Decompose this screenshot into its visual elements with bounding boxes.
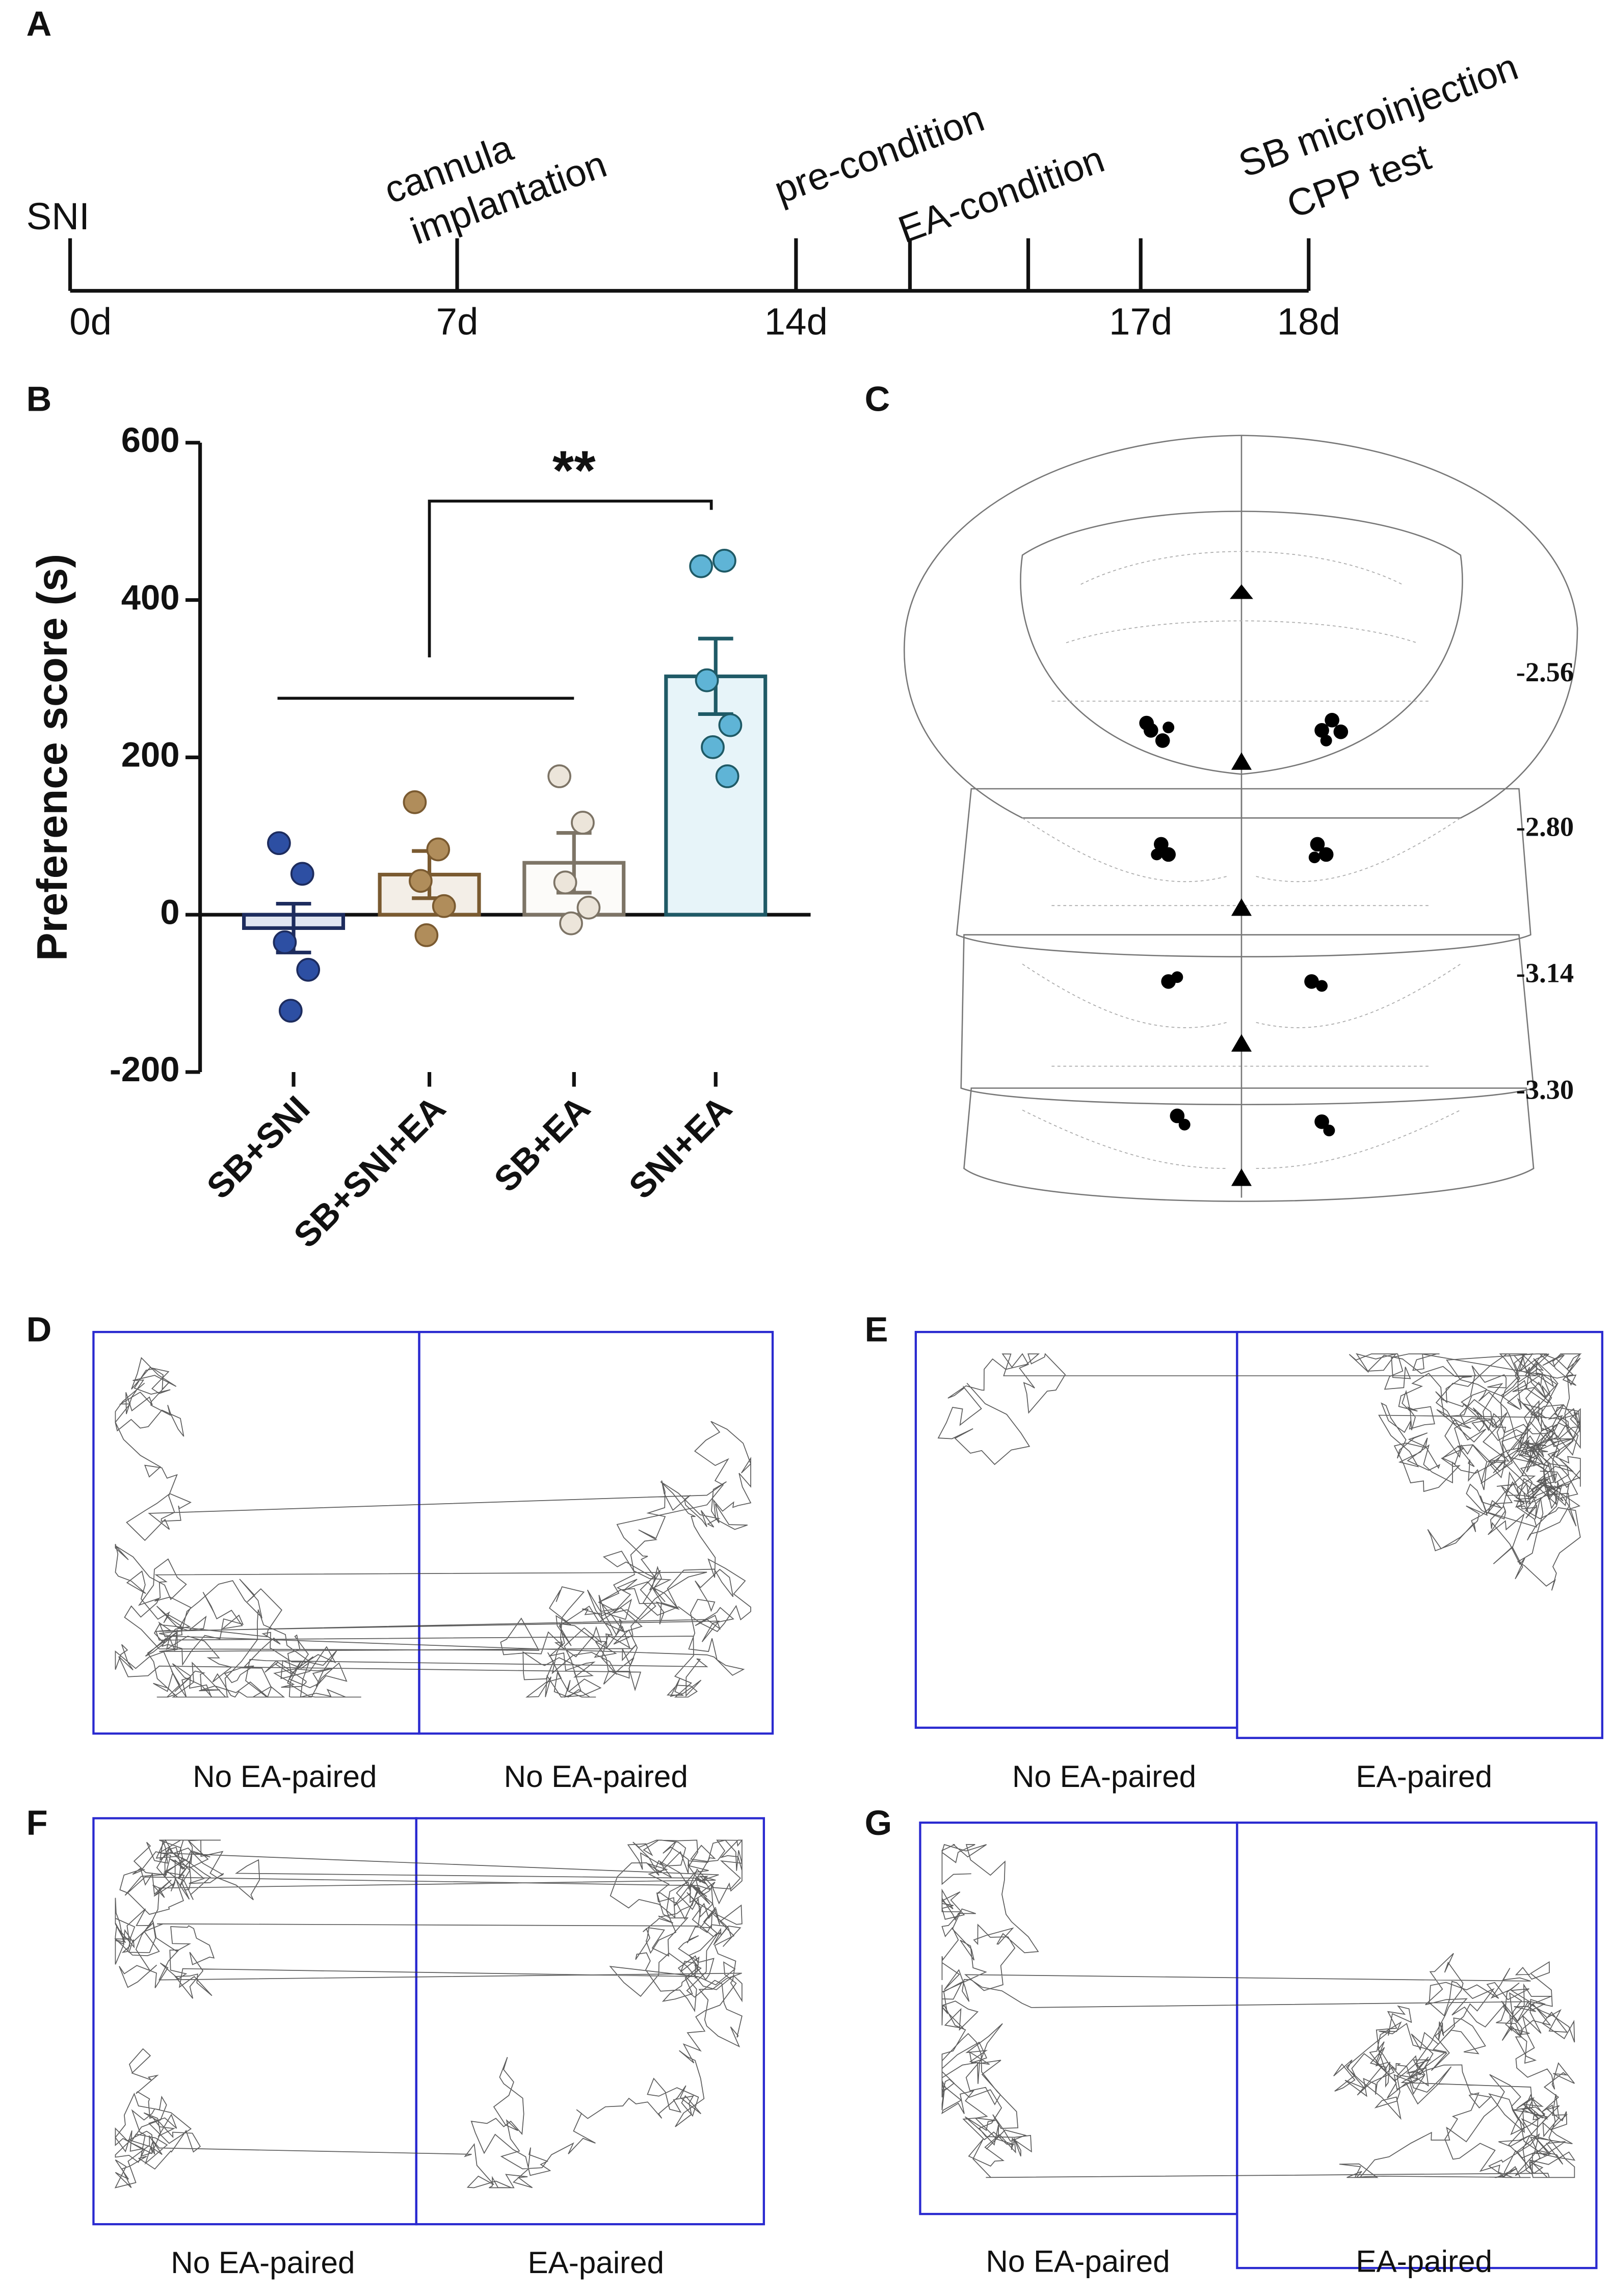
timeline-tick-label: 18d <box>1277 300 1340 342</box>
data-point <box>547 764 571 788</box>
chamber-label: No EA-paired <box>193 1759 377 1794</box>
atlas-level: -3.14 <box>1516 957 1574 988</box>
data-point <box>426 837 451 862</box>
chamber <box>1236 1821 1598 2270</box>
chamber-label: No EA-paired <box>504 1759 688 1794</box>
data-point <box>689 554 713 578</box>
panel-label: G <box>865 1803 892 1843</box>
data-point <box>296 957 321 982</box>
y-tick-label: 400 <box>121 578 180 617</box>
bar <box>664 674 768 917</box>
chamber-label: EA-paired <box>1356 2244 1492 2278</box>
data-point <box>695 668 719 692</box>
data-point <box>576 895 601 920</box>
trajectory <box>115 1357 752 1698</box>
data-point <box>414 923 439 947</box>
data-point <box>403 790 427 814</box>
panel-label: F <box>27 1803 48 1843</box>
chamber <box>415 1817 765 2226</box>
data-point <box>571 811 595 835</box>
y-tick-label: 600 <box>121 420 180 460</box>
atlas-level: -2.80 <box>1516 811 1574 842</box>
panel-label: A <box>27 4 52 43</box>
chamber-label: No EA-paired <box>986 2244 1170 2278</box>
chamber <box>418 1330 774 1735</box>
data-point <box>718 713 743 737</box>
chamber <box>1236 1330 1603 1739</box>
timeline-tick-label: 0d <box>69 300 112 342</box>
chamber-label: EA-paired <box>1356 1759 1492 1794</box>
chamber-label: EA-paired <box>527 2246 664 2280</box>
panel-label: B <box>27 380 52 419</box>
data-point <box>715 764 740 788</box>
timeline-tick-label: 7d <box>436 300 479 342</box>
trajectory <box>937 1353 1582 1591</box>
atlas-level: -2.56 <box>1516 656 1574 687</box>
data-point <box>712 549 736 573</box>
data-point <box>278 999 303 1023</box>
y-tick-label: -200 <box>110 1050 180 1089</box>
atlas-level: -3.30 <box>1516 1074 1574 1105</box>
y-tick-label: 200 <box>121 735 180 775</box>
data-point <box>701 735 725 759</box>
timeline-event: SNI <box>27 195 90 237</box>
data-point <box>290 862 314 886</box>
trajectory <box>941 1844 1576 2178</box>
data-point <box>559 911 583 936</box>
data-point <box>273 930 297 954</box>
significance: ** <box>552 440 596 502</box>
chamber-label: No EA-paired <box>1012 1759 1196 1794</box>
y-axis-label: Preference score (s) <box>29 554 76 961</box>
significance-bracket <box>277 499 713 700</box>
panel-label: E <box>865 1310 888 1349</box>
data-point <box>267 831 291 856</box>
timeline-tick-label: 17d <box>1109 300 1172 342</box>
panel-label: D <box>27 1310 52 1349</box>
data-point <box>553 870 577 895</box>
data-point <box>432 894 456 918</box>
atlas-drawing <box>904 435 1578 1202</box>
data-point <box>408 869 433 893</box>
timeline-tick-label: 14d <box>764 300 828 342</box>
chamber-label: No EA-paired <box>171 2246 355 2280</box>
panel-label: C <box>865 380 890 419</box>
y-tick-label: 0 <box>160 892 179 931</box>
trajectory <box>114 1839 743 2188</box>
